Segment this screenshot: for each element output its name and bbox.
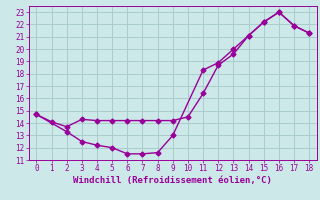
- X-axis label: Windchill (Refroidissement éolien,°C): Windchill (Refroidissement éolien,°C): [73, 176, 272, 185]
